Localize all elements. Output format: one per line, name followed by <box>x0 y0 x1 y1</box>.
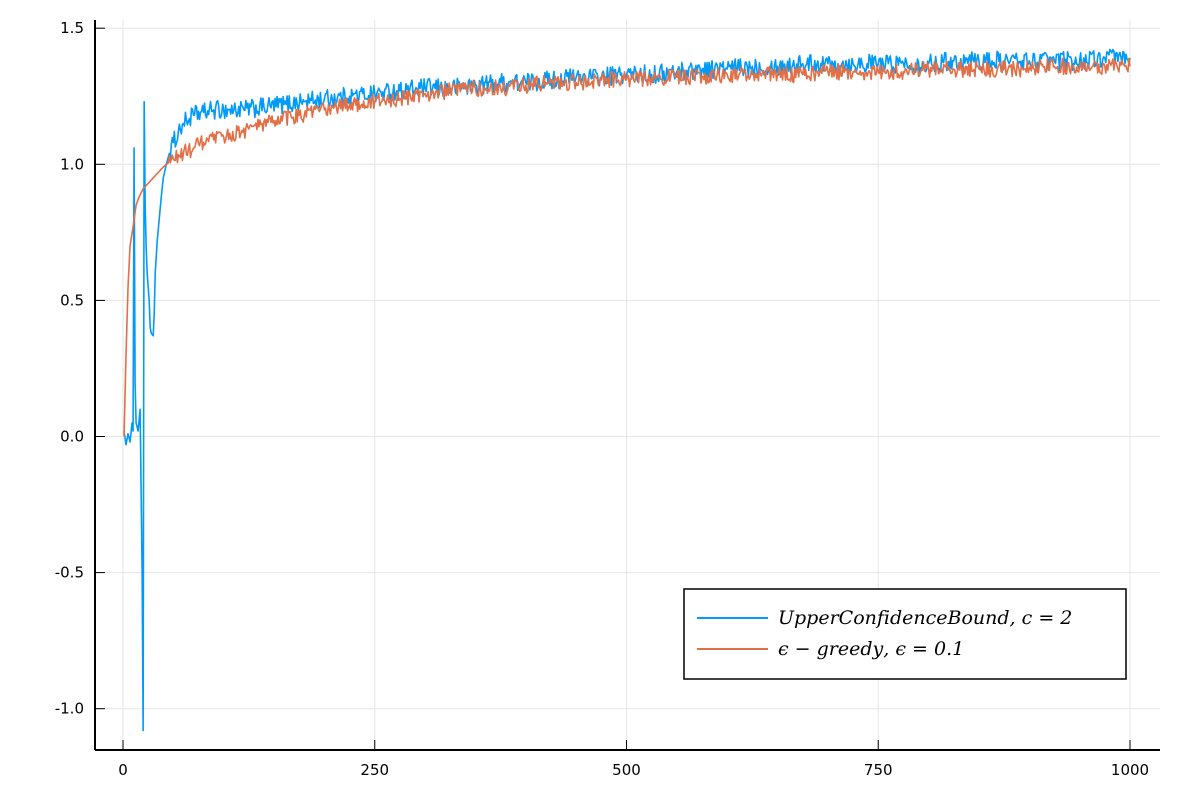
y-tick-label: 0.5 <box>60 291 84 309</box>
axes <box>94 20 1160 751</box>
legend-label-ucb: 𝑈𝑝𝑝𝑒𝑟𝐶𝑜𝑛𝑓𝑖𝑑𝑒𝑛𝑐𝑒𝐵𝑜𝑢𝑛𝑑, 𝑐 = 2 <box>778 607 1072 629</box>
legend-box <box>683 588 1127 680</box>
grid <box>95 20 1160 750</box>
y-tick-label: 1.0 <box>60 155 84 173</box>
series-line-egreedy <box>123 57 1131 437</box>
y-tick-label: 0.0 <box>60 428 84 446</box>
legend-label-egreedy: 𝜖 − 𝑔𝑟𝑒𝑒𝑑𝑦, 𝜖 = 0.1 <box>778 638 964 660</box>
series-layer <box>123 48 1131 732</box>
x-tick-label: 1000 <box>1111 761 1149 779</box>
x-tick-label: 250 <box>360 761 389 779</box>
ticks: 0 250 500 750 1000 -1.0 -0.5 0.0 0.5 1.0 1.5 <box>55 19 1149 779</box>
y-tick-label: -1.0 <box>55 700 84 718</box>
x-tick-label: 750 <box>864 761 893 779</box>
y-tick-label: -0.5 <box>55 564 84 582</box>
y-tick-label: 1.5 <box>60 19 84 37</box>
x-tick-label: 0 <box>118 761 128 779</box>
x-tick-label: 500 <box>612 761 641 779</box>
legend: 𝑈𝑝𝑝𝑒𝑟𝐶𝑜𝑛𝑓𝑖𝑑𝑒𝑛𝑐𝑒𝐵𝑜𝑢𝑛𝑑, 𝑐 = 2 𝜖 − 𝑔𝑟𝑒𝑒𝑑𝑦, … <box>683 588 1127 680</box>
